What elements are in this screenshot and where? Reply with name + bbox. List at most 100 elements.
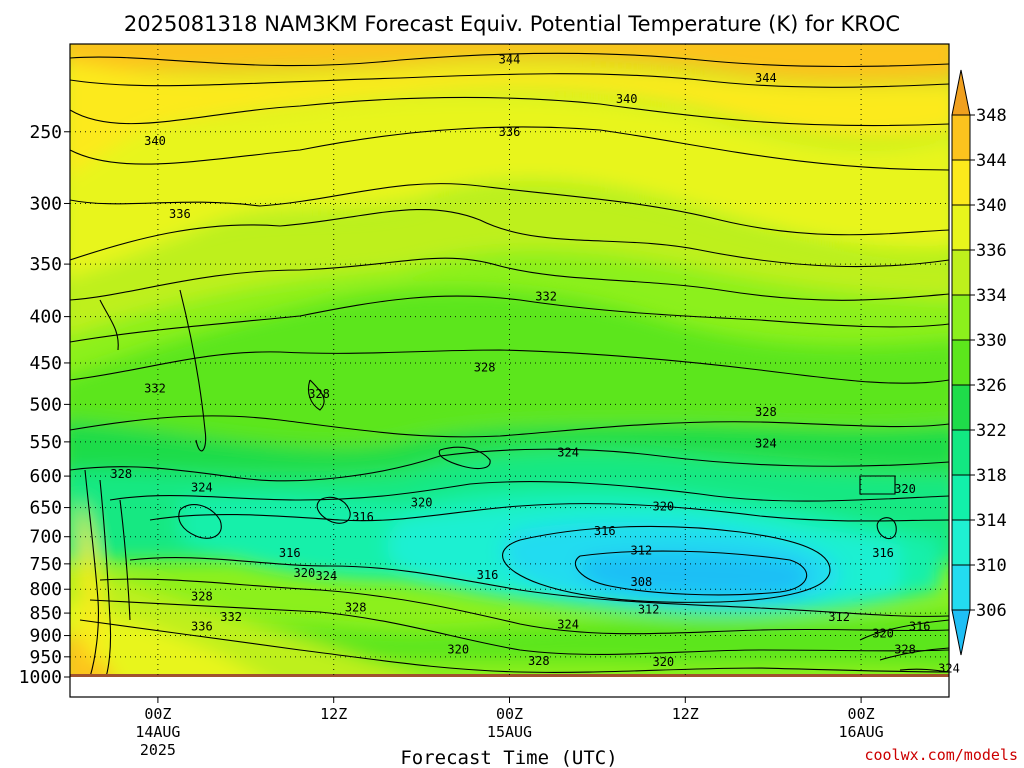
chart-title: 2025081318 NAM3KM Forecast Equiv. Potent… bbox=[124, 12, 900, 36]
y-tick-label: 450 bbox=[29, 353, 62, 374]
contour-label: 328 bbox=[308, 387, 330, 401]
contour-label: 316 bbox=[594, 524, 616, 538]
contour-label: 320 bbox=[894, 482, 916, 496]
contour-label: 336 bbox=[499, 125, 521, 139]
colorbar-swatch bbox=[951, 294, 971, 341]
y-tick-label: 800 bbox=[29, 579, 62, 600]
contour-label: 328 bbox=[755, 405, 777, 419]
field-fill bbox=[70, 44, 949, 677]
colorbar-label: 322 bbox=[976, 421, 1007, 441]
grid-lines bbox=[70, 44, 949, 677]
contour-label: 320 bbox=[652, 655, 674, 669]
colorbar-label: 340 bbox=[976, 196, 1007, 216]
colorbar-swatch bbox=[951, 204, 971, 251]
x-tick-label: 00Z bbox=[496, 705, 523, 723]
colorbar-cap-bottom bbox=[951, 609, 971, 656]
y-tick-label: 550 bbox=[29, 432, 62, 453]
field-band-326 bbox=[70, 420, 949, 475]
contour-label: 336 bbox=[191, 620, 213, 634]
colorbar-swatch bbox=[951, 114, 971, 161]
x-axis-label: Forecast Time (UTC) bbox=[400, 747, 617, 768]
y-tick-label: 1000 bbox=[19, 667, 62, 688]
ground-surface bbox=[70, 674, 949, 677]
contour-label: 324 bbox=[191, 481, 213, 495]
colorbar-swatch bbox=[951, 474, 971, 521]
contour-label: 332 bbox=[220, 610, 242, 624]
contour-label: 324 bbox=[557, 445, 579, 459]
contour-label: 320 bbox=[652, 499, 674, 513]
colorbar-label: 314 bbox=[976, 511, 1007, 531]
colorbar-swatch bbox=[951, 339, 971, 386]
contour-label: 328 bbox=[894, 642, 916, 656]
colorbar: 348 344 340 336 334 330 326 322 318 314 310 306 bbox=[951, 69, 1007, 656]
field-band-340 bbox=[70, 61, 949, 174]
contour-label: 320 bbox=[294, 566, 316, 580]
y-axis: 2503003504004505005506006507007508008509… bbox=[19, 122, 70, 688]
x-tick-label: 00Z bbox=[144, 705, 171, 723]
colorbar-label: 306 bbox=[976, 601, 1007, 621]
contour-label: 332 bbox=[535, 289, 557, 303]
y-tick-label: 650 bbox=[29, 498, 62, 519]
contour-label: 328 bbox=[110, 467, 132, 481]
contour-label: 316 bbox=[352, 510, 374, 524]
colorbar-swatch bbox=[951, 249, 971, 296]
y-tick-label: 350 bbox=[29, 254, 62, 275]
x-tick-sublabel: 16AUG bbox=[839, 723, 884, 741]
x-tick-label: 12Z bbox=[672, 705, 699, 723]
field-band-344 bbox=[70, 44, 949, 83]
y-tick-label: 400 bbox=[29, 307, 62, 328]
colorbar-cap-top bbox=[951, 69, 971, 116]
contour-label: 328 bbox=[528, 654, 550, 668]
contour-label: 324 bbox=[316, 569, 338, 583]
y-tick-label: 500 bbox=[29, 394, 62, 415]
contour-label: 324 bbox=[557, 617, 579, 631]
contour-label: 312 bbox=[638, 602, 660, 616]
y-tick-label: 750 bbox=[29, 554, 62, 575]
contour-label: 320 bbox=[411, 496, 433, 510]
field-band-low-338 bbox=[70, 602, 260, 677]
colorbar-label: 336 bbox=[976, 241, 1007, 261]
x-tick-sublabel: 2025 bbox=[140, 741, 176, 759]
contour-label: 336 bbox=[169, 207, 191, 221]
contour-label: 340 bbox=[616, 92, 638, 106]
contour-label: 308 bbox=[631, 575, 653, 589]
contour-label: 320 bbox=[872, 626, 894, 640]
colorbar-label: 334 bbox=[976, 286, 1007, 306]
colorbar-label: 318 bbox=[976, 466, 1007, 486]
contour-label: 316 bbox=[872, 546, 894, 560]
contour-label: 328 bbox=[345, 600, 367, 614]
contour-label: 312 bbox=[631, 544, 653, 558]
colorbar-swatch bbox=[951, 519, 971, 566]
contour-label: 340 bbox=[144, 134, 166, 148]
contour-lines bbox=[70, 52, 949, 677]
x-tick-sublabel: 14AUG bbox=[135, 723, 180, 741]
field-band-306 bbox=[579, 552, 810, 598]
y-tick-label: 300 bbox=[29, 193, 62, 214]
colorbar-label: 326 bbox=[976, 376, 1007, 396]
colorbar-label: 348 bbox=[976, 106, 1007, 126]
contour-label: 344 bbox=[755, 71, 777, 85]
contour-label: 344 bbox=[499, 52, 521, 66]
colorbar-swatch bbox=[951, 564, 971, 611]
contour-label: 332 bbox=[144, 381, 166, 395]
x-tick-sublabel: 15AUG bbox=[487, 723, 532, 741]
x-tick-label: 12Z bbox=[320, 705, 347, 723]
field-band-328 bbox=[70, 289, 949, 447]
contour-label: 324 bbox=[755, 436, 777, 450]
contour-label: 328 bbox=[191, 590, 213, 604]
colorbar-swatch bbox=[951, 384, 971, 431]
colorbar-label: 330 bbox=[976, 331, 1007, 351]
colorbar-swatch bbox=[951, 429, 971, 476]
colorbar-label: 344 bbox=[976, 151, 1007, 171]
colorbar-label: 310 bbox=[976, 556, 1007, 576]
contour-label: 312 bbox=[828, 610, 850, 624]
contour-label: 316 bbox=[279, 546, 301, 560]
field-band-334 bbox=[70, 185, 949, 337]
y-tick-label: 600 bbox=[29, 466, 62, 487]
contour-label: 328 bbox=[474, 360, 496, 374]
contour-label: 324 bbox=[938, 661, 960, 675]
y-tick-label: 900 bbox=[29, 626, 62, 647]
colorbar-swatch bbox=[951, 159, 971, 206]
